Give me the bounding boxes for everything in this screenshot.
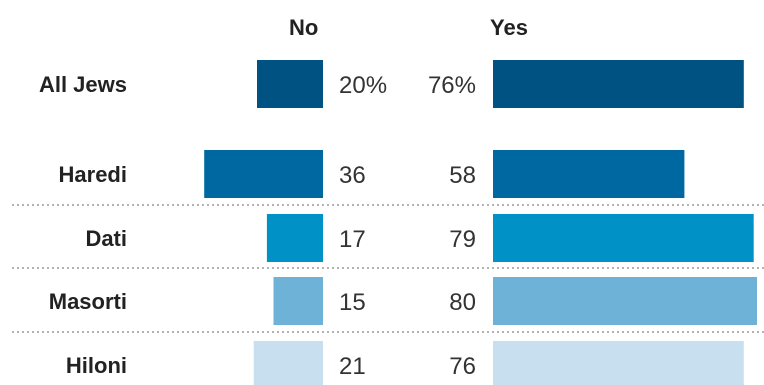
bar-yes-all-jews <box>493 60 744 108</box>
chart-rows: All Jews 20% 76% Haredi 36 58 Dati 17 79 Masorti 1… <box>12 60 764 385</box>
value-no-all-jews: 20% <box>339 72 387 99</box>
category-label-dati: Dati <box>85 226 127 251</box>
bar-yes-haredi <box>493 150 685 198</box>
bar-yes-dati <box>493 214 754 262</box>
value-yes-all-jews: 76% <box>428 72 476 99</box>
bar-no-haredi <box>204 150 323 198</box>
value-yes-dati: 79 <box>449 226 476 253</box>
value-no-hiloni: 21 <box>339 353 366 380</box>
value-yes-haredi: 58 <box>449 162 476 189</box>
bar-no-dati <box>266 214 323 262</box>
bar-no-hiloni <box>253 341 323 385</box>
bar-yes-masorti <box>493 277 757 325</box>
category-label-haredi: Haredi <box>59 162 127 187</box>
bar-no-masorti <box>273 277 323 325</box>
header-yes: Yes <box>490 15 528 40</box>
category-label-all-jews: All Jews <box>39 72 127 97</box>
value-yes-masorti: 80 <box>449 289 476 316</box>
bar-no-all-jews <box>257 60 323 108</box>
value-no-masorti: 15 <box>339 289 366 316</box>
category-label-masorti: Masorti <box>49 289 127 314</box>
bar-yes-hiloni <box>493 341 744 385</box>
value-no-haredi: 36 <box>339 162 366 189</box>
value-no-dati: 17 <box>339 226 366 253</box>
category-label-hiloni: Hiloni <box>66 353 127 378</box>
value-yes-hiloni: 76 <box>449 353 476 380</box>
header-no: No <box>289 15 318 40</box>
